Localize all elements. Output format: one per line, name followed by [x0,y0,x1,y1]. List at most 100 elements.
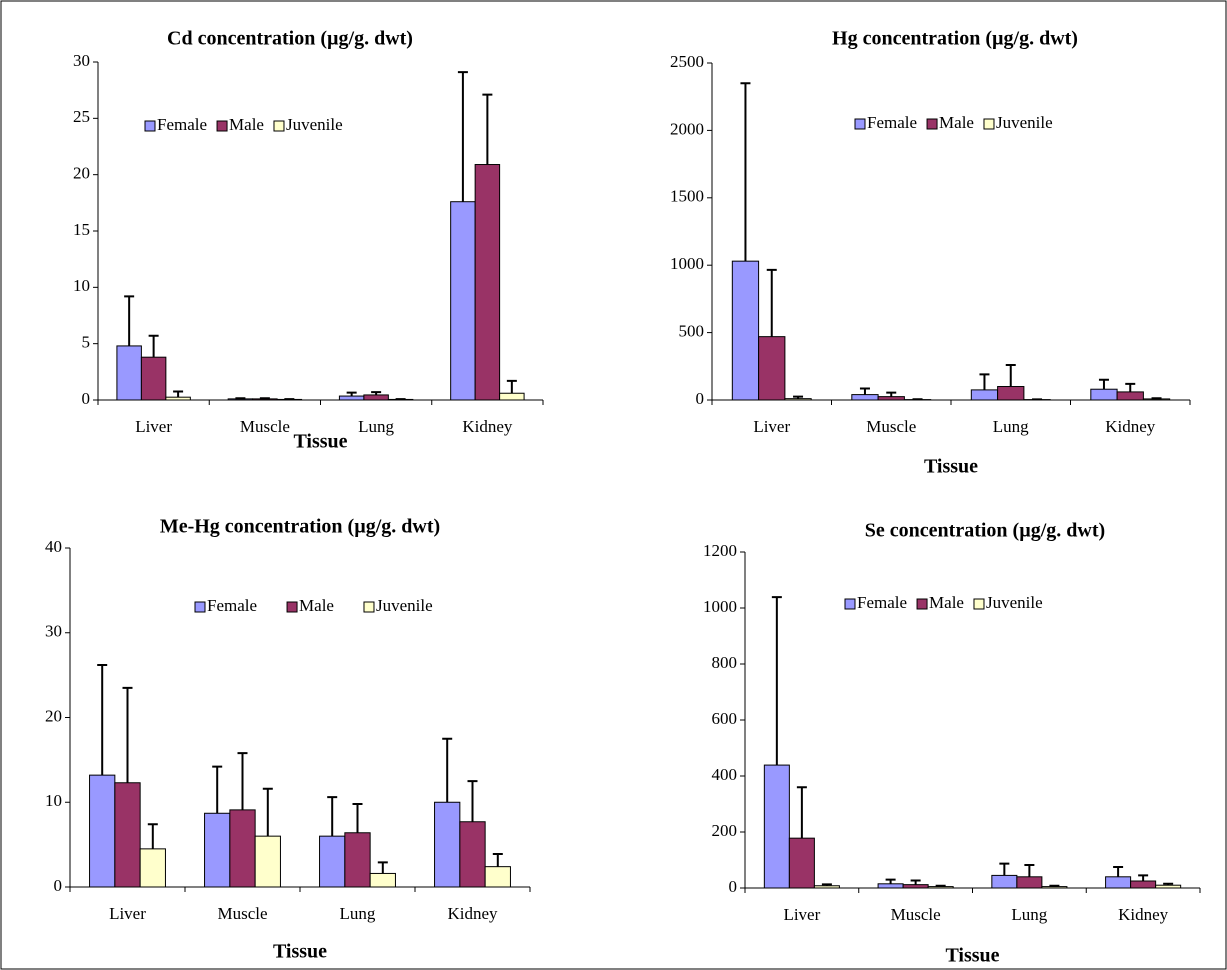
x-axis-title: Tissue [273,941,327,963]
bar [484,866,511,888]
error-bar [492,852,503,867]
legend-swatch [926,118,938,130]
legend-label: Juvenile [986,593,1043,612]
error-bar [1024,864,1035,877]
error-bar [1098,378,1109,390]
legend-label: Male [939,113,974,132]
x-tick-label: Kidney [1105,417,1156,436]
bar [140,356,167,401]
bar [784,398,812,401]
legend-label: Female [867,113,917,132]
error-bar [235,397,246,400]
bar [991,874,1018,889]
y-tick-label: 1200 [703,541,737,560]
y-tick-label: 0 [729,877,738,896]
legend-swatch [273,120,285,132]
error-bar [122,686,133,783]
error-bar [796,786,807,839]
y-tick-label: 1000 [670,254,704,273]
error-bar [999,862,1010,876]
y-tick-label: 20 [45,706,62,725]
legend-swatch [916,598,928,610]
x-tick-label: Kidney [462,417,513,436]
error-bar [910,879,921,885]
y-tick-label: 10 [45,791,62,810]
chart-title: Cd concentration (µg/g. dwt) [167,28,413,50]
error-bar [173,390,184,398]
x-axis-title: Tissue [924,456,978,478]
error-bar [506,379,517,394]
bar [116,345,142,401]
y-tick-label: 5 [82,333,91,352]
bar [731,260,760,401]
error-bar [124,295,135,346]
bar [877,883,904,889]
bar [851,394,879,401]
bar [788,837,815,889]
error-bar [1151,397,1162,400]
chart-title: Hg concentration (µg/g. dwt) [832,28,1078,50]
legend-swatch [854,118,866,130]
y-tick-label: 10 [73,276,90,295]
legend-label: Female [857,593,907,612]
bar [89,774,116,888]
x-tick-label: Lung [993,417,1029,436]
error-bar [262,787,273,837]
y-tick-label: 0 [82,389,91,408]
bar [165,396,191,401]
error-bar [148,334,159,358]
bar [1041,886,1068,889]
y-tick-label: 1000 [703,597,737,616]
error-bar [740,82,751,262]
error-bar [935,884,946,887]
x-tick-label: Lung [340,904,376,923]
legend-swatch [194,601,206,613]
bar [1130,880,1157,889]
x-tick-label: Muscle [891,905,941,924]
bar [338,395,365,401]
y-tick-label: 800 [712,653,738,672]
bar [902,884,929,889]
bar [970,389,999,401]
bar [204,812,231,888]
bar [229,809,256,888]
bar [319,835,346,888]
legend-label: Juvenile [996,113,1053,132]
bar [459,821,486,888]
y-tick-label: 30 [73,51,90,70]
bar [997,386,1025,401]
x-tick-label: Liver [109,904,146,923]
y-tick-label: 200 [712,821,738,840]
error-bar [212,765,223,814]
bar [813,885,840,889]
chart-title: Se concentration (µg/g. dwt) [865,520,1105,542]
legend-label: Male [929,593,964,612]
error-bar [467,780,478,822]
error-bar [1049,884,1060,887]
bar [369,872,396,888]
bar [758,336,786,401]
x-axis-title: Tissue [945,945,999,967]
x-tick-label: Lung [358,417,394,436]
error-bar [793,395,804,399]
bar [363,394,389,401]
bar [114,782,141,888]
error-bar [979,373,990,390]
legend-label: Female [157,115,207,134]
chart-title: Me-Hg concentration (µg/g. dwt) [160,516,440,538]
y-tick-label: 30 [45,622,62,641]
y-tick-label: 2000 [670,119,704,138]
error-bar [147,823,158,849]
error-bar [457,71,468,202]
bar [763,764,790,889]
error-bar [442,737,453,803]
y-tick-label: 25 [73,107,90,126]
error-bar [97,663,108,776]
legend-swatch [983,118,995,130]
y-tick-label: 15 [73,220,90,239]
y-tick-label: 20 [73,164,90,183]
error-bar [482,93,493,165]
x-tick-label: Muscle [217,904,267,923]
